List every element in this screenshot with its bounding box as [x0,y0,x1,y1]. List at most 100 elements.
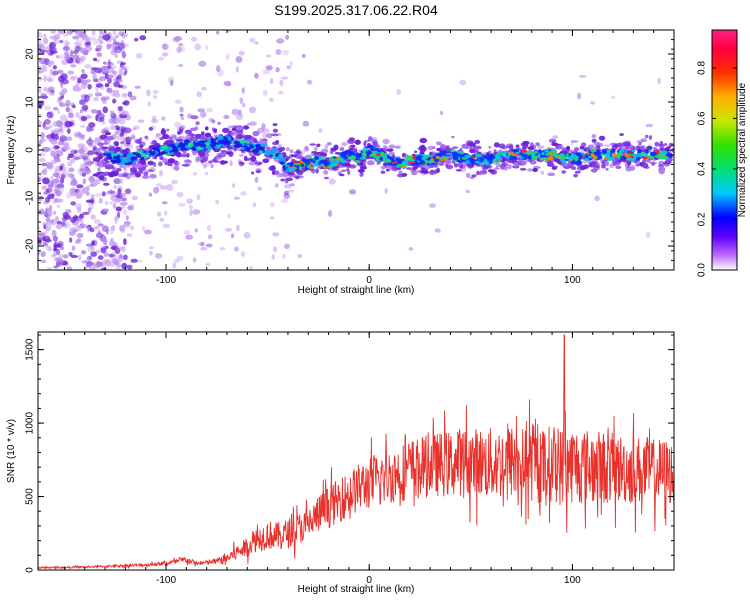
band-speckle [281,152,287,158]
band-speckle [640,162,649,168]
ridge-mark [576,159,582,165]
ridge-mark [544,149,548,153]
noise-speckle [59,135,67,142]
band-speckle [115,167,122,172]
noise-speckle [113,184,117,190]
band-speckle [315,168,319,174]
noise-speckle [280,76,289,80]
noise-speckle [97,118,103,123]
band-speckle [376,161,381,166]
band-speckle [111,145,116,151]
band-speckle [474,139,481,144]
band-speckle [266,133,273,139]
noise-speckle [122,72,127,76]
band-speckle [147,160,155,166]
spectrogram-ytick-label: -20 [25,238,36,253]
ridge-mark [244,146,249,150]
noise-speckle [47,50,51,55]
spectrogram-ytick-label: 20 [25,48,36,60]
band-speckle [347,170,351,175]
ridge-mark [439,150,445,155]
noise-speckle [114,130,119,135]
ridge-mark [328,158,335,161]
noise-speckle [180,116,185,121]
noise-speckle [262,89,268,97]
noise-speckle [100,247,107,254]
ridge-mark [649,151,657,157]
band-speckle [365,155,371,160]
ridge-mark [278,157,285,162]
band-speckle [398,170,403,176]
noise-speckle [134,37,139,42]
band-speckle [452,146,459,150]
noise-speckle [233,246,239,252]
noise-speckle [185,234,194,240]
noise-speckle [99,76,107,81]
ridge-mark [379,157,383,161]
band-speckle [573,173,578,178]
noise-speckle [43,126,50,130]
noise-speckle [88,136,92,142]
noise-speckle [53,145,60,150]
band-speckle [129,167,137,173]
band-speckle [501,162,509,167]
ridge-mark [140,152,146,158]
ridge-mark [143,155,149,159]
noise-speckle [69,237,73,243]
noise-speckle [207,224,211,232]
band-speckle [135,172,141,178]
noise-speckle [64,171,70,178]
noise-speckle [49,111,54,118]
snr-frame [37,331,675,571]
noise-speckle [174,99,182,104]
band-speckle [316,143,321,147]
noise-speckle [43,191,48,195]
noise-speckle [51,229,57,237]
ridge-mark [320,157,326,161]
noise-speckle [68,30,73,36]
noise-speckle [146,89,151,97]
band-speckle [233,125,238,129]
noise-speckle [101,208,110,212]
noise-speckle [112,78,116,82]
noise-speckle [119,254,123,259]
noise-speckle [107,77,112,84]
noise-speckle [38,174,44,182]
noise-speckle [262,69,271,75]
noise-speckle [283,184,292,189]
noise-speckle [59,146,65,150]
noise-speckle [119,201,128,206]
ridge-mark [105,156,113,160]
noise-speckle [68,153,75,159]
noise-speckle [49,44,54,51]
noise-speckle [60,246,65,250]
ridge-mark [495,153,499,158]
noise-speckle [71,245,76,251]
band-speckle [515,144,520,148]
band-speckle [629,165,636,171]
noise-speckle [101,30,108,36]
band-speckle [414,150,418,154]
noise-speckle [302,120,310,127]
noise-speckle [235,66,239,73]
noise-speckle [43,75,47,82]
noise-speckle [645,231,651,238]
ridge-mark [483,158,488,162]
band-speckle [153,162,157,167]
noise-speckle [62,31,69,37]
band-speckle [279,147,284,152]
band-speckle [220,160,226,165]
noise-speckle [82,211,90,215]
noise-speckle [103,251,109,258]
noise-speckle [78,154,86,160]
noise-speckle [65,99,71,107]
noise-speckle [284,243,290,249]
band-speckle [566,145,571,151]
noise-speckle [113,178,121,185]
ridge-mark [597,155,603,160]
noise-speckle [107,190,115,194]
noise-speckle [231,233,235,239]
band-speckle [382,138,390,145]
noise-speckle [201,86,207,91]
